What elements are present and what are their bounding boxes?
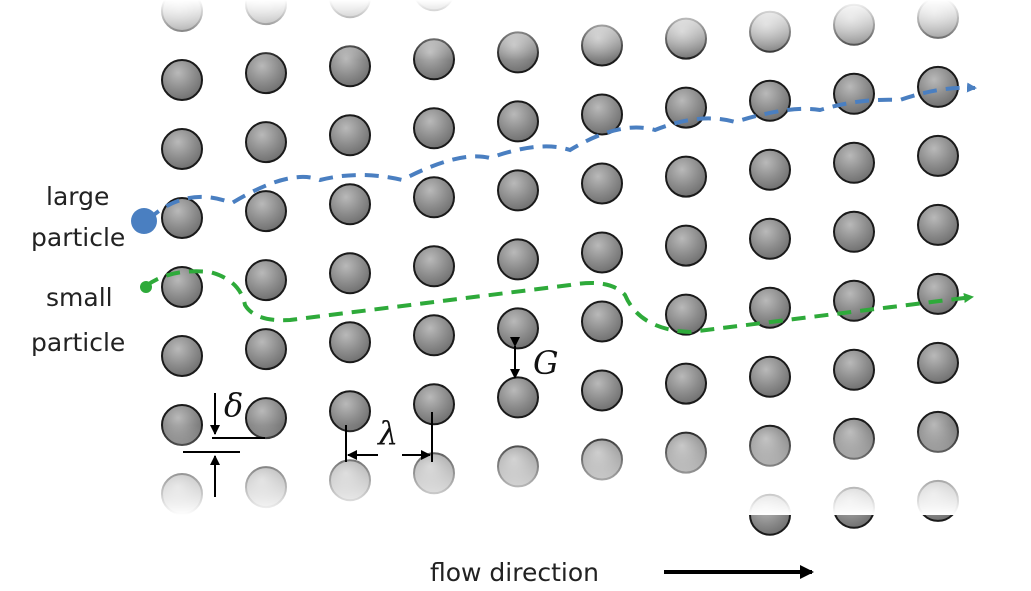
post (329, 252, 371, 295)
post (161, 128, 203, 170)
post (581, 231, 623, 274)
post (161, 197, 203, 239)
post (665, 155, 707, 198)
small-particle-trajectory (144, 269, 974, 335)
large-particle (131, 208, 157, 234)
large-particle-trajectory (146, 82, 977, 222)
post (329, 321, 371, 364)
post (581, 93, 623, 136)
large-particle-label-line1: large (46, 182, 109, 211)
post (749, 217, 791, 260)
post (749, 286, 791, 329)
post (749, 355, 791, 398)
gap-symbol: G (533, 344, 559, 382)
post (329, 114, 371, 157)
post (161, 266, 203, 308)
post (413, 314, 455, 357)
post (581, 300, 623, 343)
post (665, 362, 707, 405)
post (413, 383, 455, 426)
post (665, 224, 707, 267)
post (917, 341, 959, 384)
post (329, 183, 371, 226)
post (833, 348, 875, 391)
post (497, 238, 539, 281)
post (161, 59, 203, 101)
post (833, 141, 875, 184)
post (245, 259, 287, 302)
post (413, 176, 455, 219)
post (245, 121, 287, 164)
post (833, 210, 875, 253)
post (497, 307, 539, 350)
post (749, 148, 791, 191)
post (917, 272, 959, 315)
post (665, 293, 707, 336)
post (497, 100, 539, 143)
post (917, 134, 959, 177)
post (581, 162, 623, 205)
post (413, 107, 455, 150)
post (749, 79, 791, 122)
bottom-fade (140, 425, 970, 515)
pitch-symbol: λ (376, 414, 398, 452)
small-particle (140, 281, 152, 293)
post (581, 369, 623, 412)
post (245, 328, 287, 371)
post (833, 72, 875, 115)
post (917, 203, 959, 246)
post (161, 335, 203, 377)
post (665, 86, 707, 129)
large-particle-label-line2: particle (31, 223, 125, 252)
post (497, 169, 539, 212)
small-particle-label-line2: particle (31, 328, 125, 357)
post (413, 245, 455, 288)
top-fade (140, 0, 970, 60)
shift-symbol: δ (224, 386, 243, 424)
flow-direction-label: flow direction (430, 558, 599, 587)
post (497, 376, 539, 419)
post (245, 190, 287, 233)
small-particle-label-line1: small (46, 283, 113, 312)
